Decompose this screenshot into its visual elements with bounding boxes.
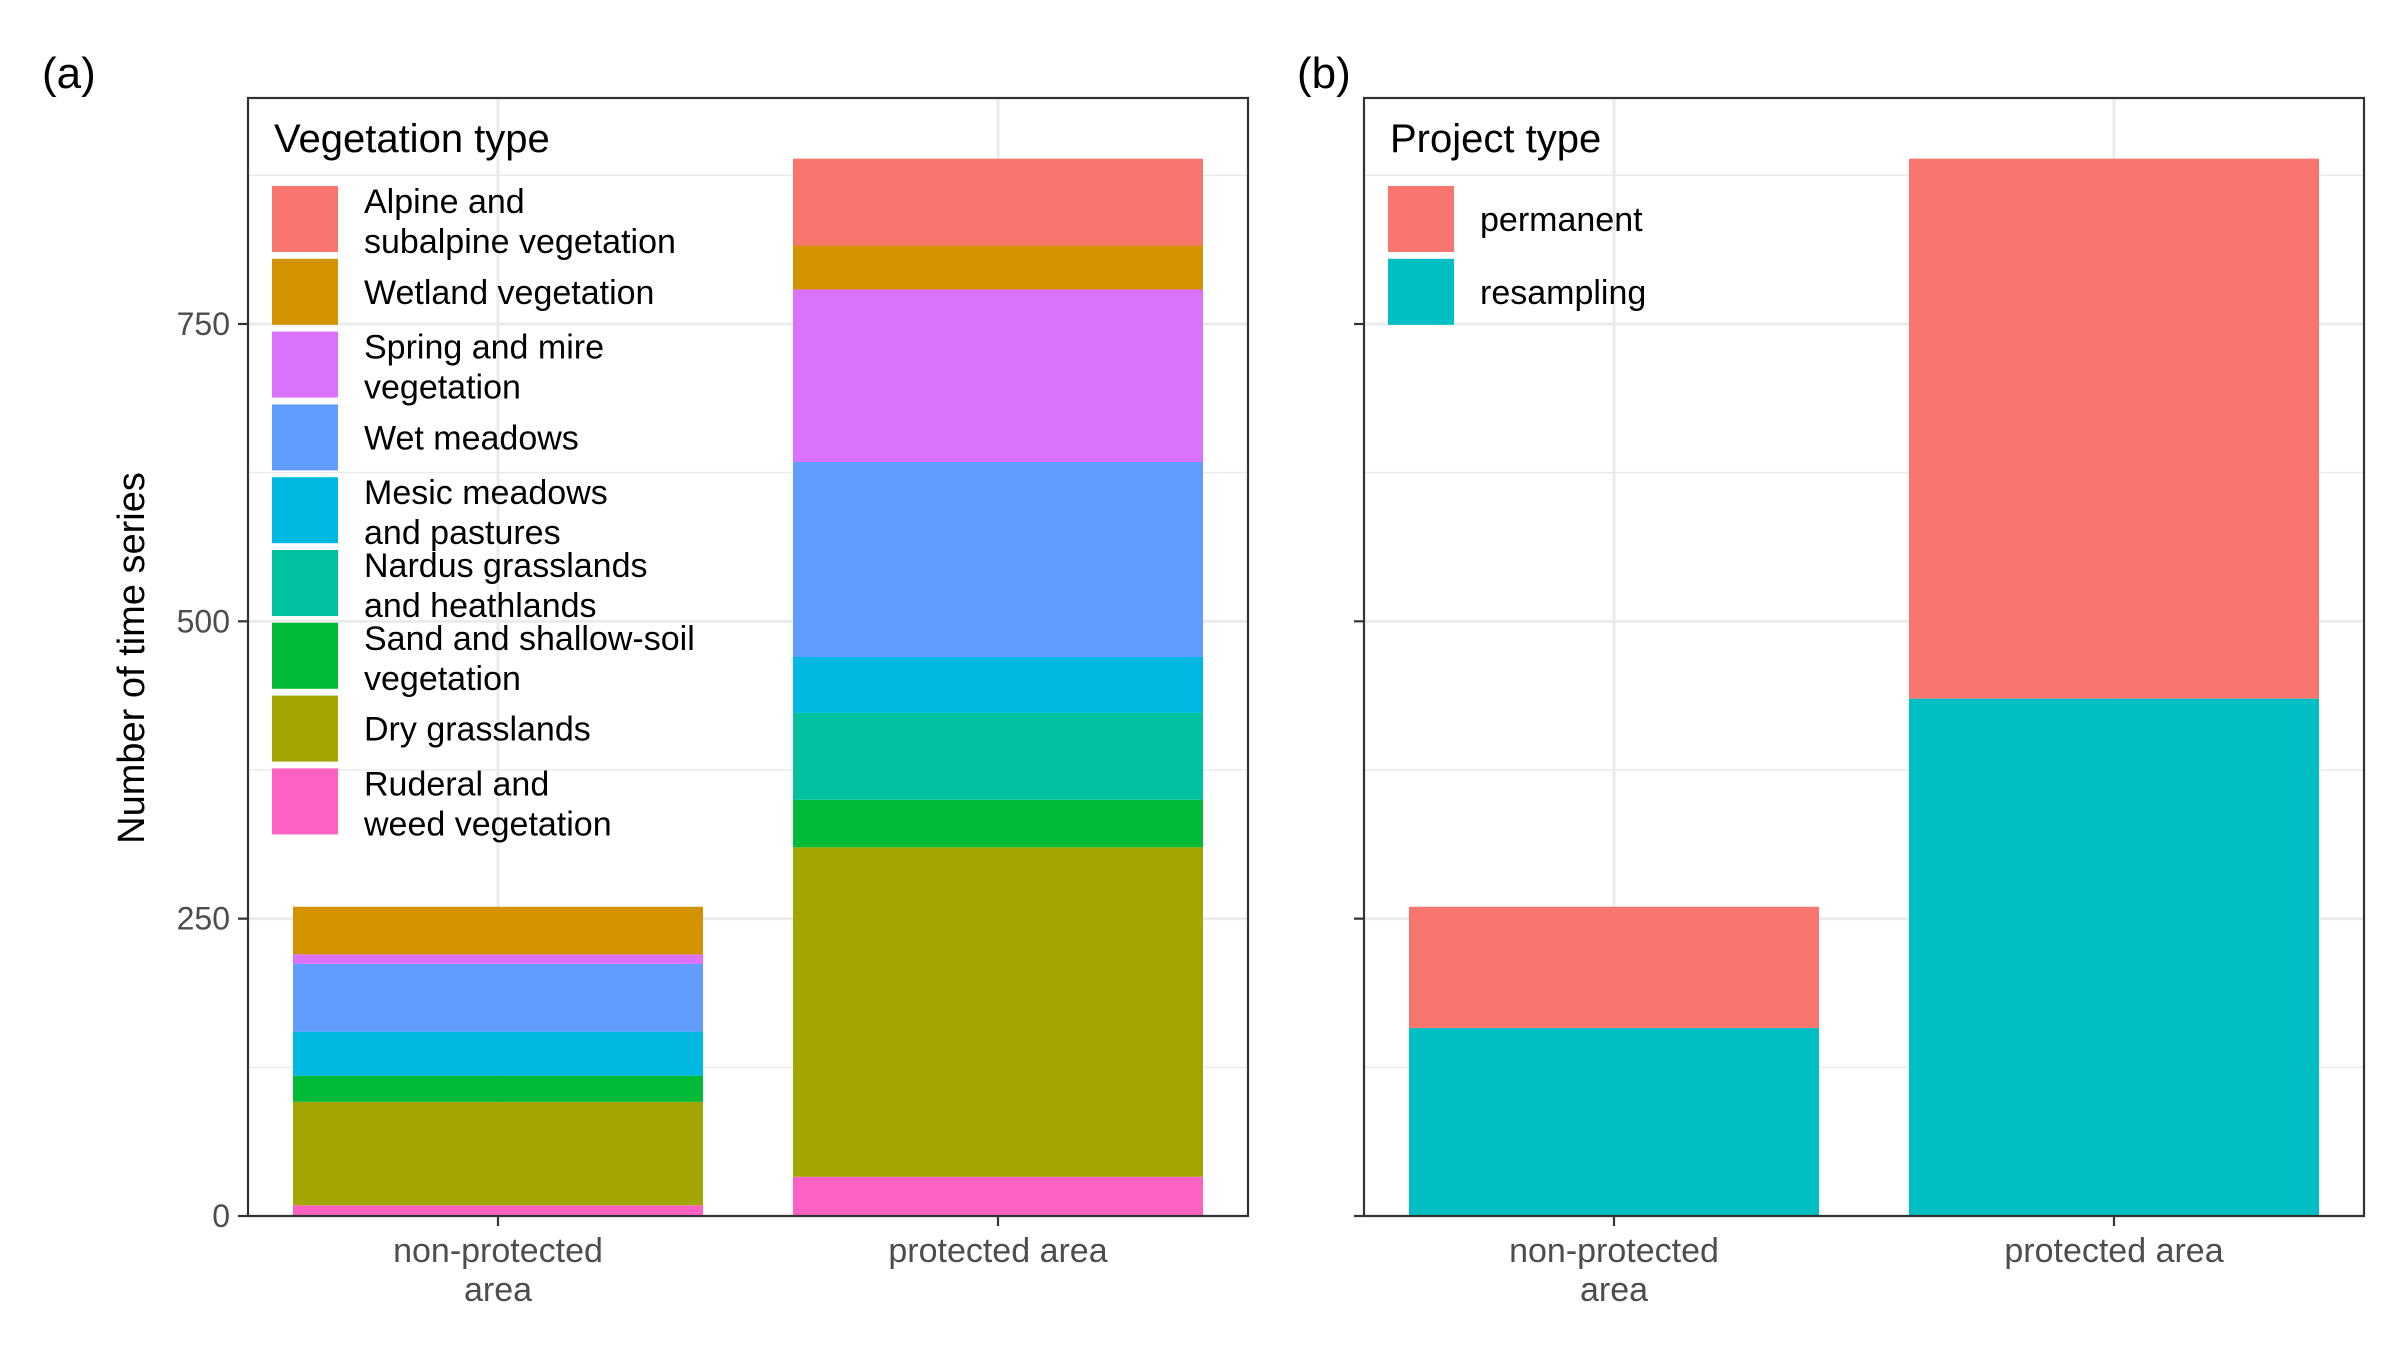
bar-segment: [793, 289, 1203, 462]
legend-key: [272, 331, 338, 398]
bar-segment: [293, 1031, 703, 1076]
legend-entry-label: resampling: [1480, 274, 1646, 312]
bar-segment: [293, 906, 703, 955]
legend-entry-label: Alpine and subalpine vegetation: [364, 183, 676, 261]
legend-key: [272, 477, 338, 544]
panel-a-chart: Vegetation type Alpine and subalpine veget…: [177, 96, 1250, 1309]
bar-segment: [293, 1101, 703, 1206]
legend-entry-label: Nardus grasslands and heathlands: [364, 547, 647, 625]
bar-segment: [293, 963, 703, 1032]
bar-segment: [1409, 1028, 1819, 1216]
legend-entry-label: Wet meadows: [364, 419, 579, 457]
legend-key: [272, 768, 338, 835]
bar-segment: [793, 847, 1203, 1177]
bar-segment: [293, 1075, 703, 1102]
legend-entry-label: Wetland vegetation: [364, 274, 654, 312]
legend-key: [1388, 258, 1454, 325]
legend-entry-label: Sand and shallow-soil vegetation: [364, 620, 695, 698]
bar-segment: [793, 245, 1203, 290]
y-tick-label: 250: [177, 901, 230, 937]
bar-segment: [1409, 906, 1819, 1029]
legend-entry-label: Dry grasslands: [364, 711, 591, 749]
legend-key: [272, 622, 338, 689]
y-tick-label: 500: [177, 603, 230, 639]
bar-segment: [293, 954, 703, 964]
bar-segment: [793, 712, 1203, 800]
legend-title: Project type: [1390, 117, 1601, 161]
legend-entry-label: Mesic meadows and pastures: [364, 474, 608, 552]
bar-segment: [793, 657, 1203, 713]
legend-key: [272, 550, 338, 616]
bar-segment: [793, 461, 1203, 657]
bar-segment: [793, 1176, 1203, 1216]
legend-entry-label: permanent: [1480, 201, 1643, 239]
y-axis-title: Number of time series: [111, 472, 153, 844]
bar-segment: [793, 799, 1203, 848]
legend-entry-label: Spring and mire vegetation: [364, 329, 604, 407]
legend-key: [272, 186, 338, 252]
legend-key: [272, 258, 338, 325]
panel-b-chart: Project type permanent resampling non-prote…: [1354, 96, 2366, 1309]
legend-key: [1388, 186, 1454, 252]
bar-segment: [1909, 158, 2319, 699]
y-tick-label: 0: [212, 1198, 230, 1234]
y-tick-label: 750: [177, 306, 230, 342]
bar-segment: [1909, 698, 2319, 1216]
x-tick-label: non-protected area: [393, 1232, 603, 1309]
bar-segment: [793, 158, 1203, 246]
x-tick-label: protected area: [2004, 1232, 2223, 1270]
legend-key: [272, 695, 338, 762]
legend-title: Vegetation type: [274, 117, 550, 161]
legend-key: [272, 404, 338, 471]
x-tick-label: protected area: [888, 1232, 1107, 1270]
legend-entry-label: Ruderal and weed vegetation: [363, 765, 612, 843]
x-tick-label: non-protected area: [1509, 1232, 1719, 1309]
panel-b-label: (b): [1297, 49, 1351, 98]
panel-a-label: (a): [42, 49, 96, 98]
bar-segment: [293, 1205, 703, 1216]
